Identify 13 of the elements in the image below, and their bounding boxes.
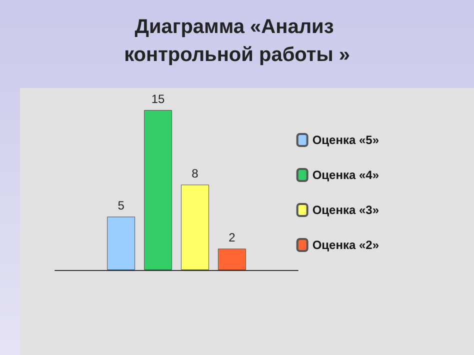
data-label: 2	[228, 230, 236, 245]
legend-label: Оценка «2»	[312, 238, 380, 252]
chart-title: Диаграмма «Анализ контрольной работы »	[124, 16, 350, 66]
data-label: 8	[192, 166, 199, 181]
data-label: 15	[151, 92, 166, 106]
legend-label: Оценка «4»	[312, 168, 380, 182]
data-label: 5	[118, 198, 125, 213]
bar	[180, 184, 209, 270]
bar	[107, 216, 136, 270]
legend-label: Оценка «5»	[312, 133, 380, 147]
bar	[218, 248, 246, 270]
legend-label: Оценка «3»	[312, 203, 380, 217]
bar	[144, 110, 172, 270]
